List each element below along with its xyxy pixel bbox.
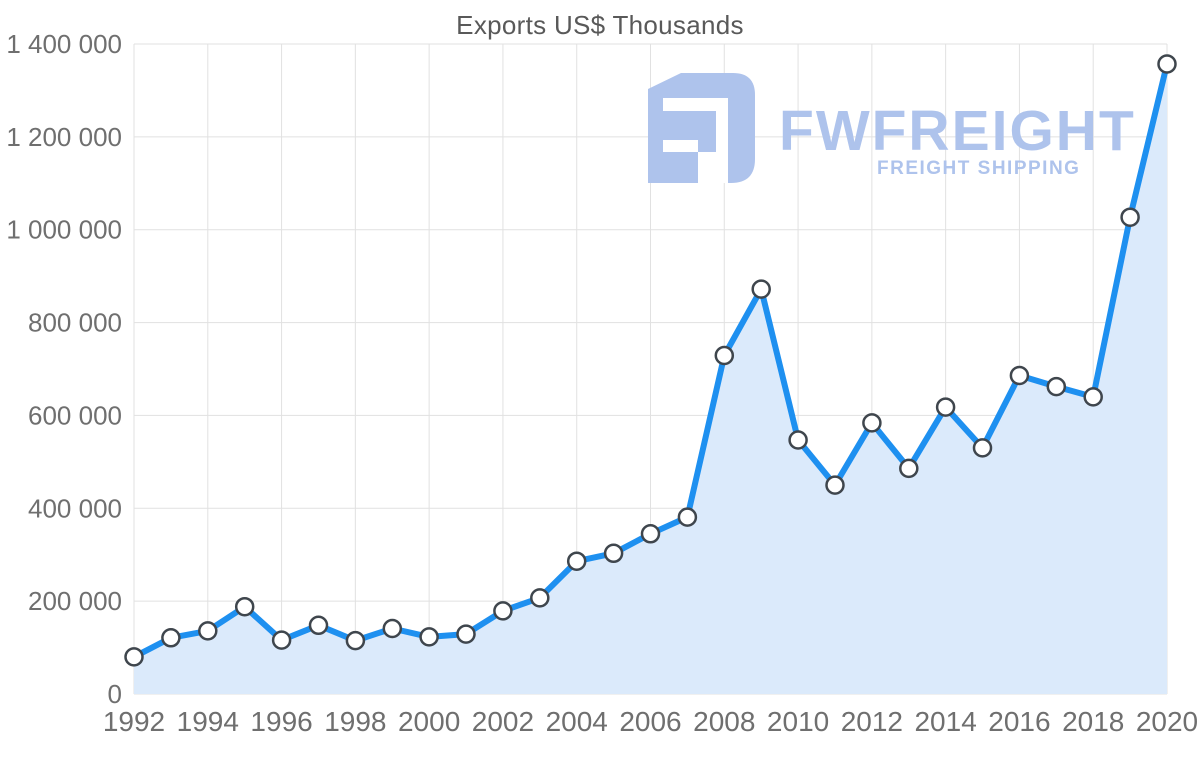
data-point-2010[interactable] [788, 430, 808, 450]
data-point-2009[interactable] [751, 279, 771, 299]
data-point-2020[interactable] [1157, 54, 1177, 74]
x-axis-tick-label-2012: 2012 [841, 706, 903, 737]
data-point-2006[interactable] [640, 524, 661, 544]
x-axis-tick-label-1994: 1994 [177, 706, 239, 737]
x-axis-tick-label-2008: 2008 [693, 706, 755, 737]
y-axis-tick-label-1: 200 000 [28, 586, 122, 616]
data-point-2004[interactable] [566, 551, 587, 571]
x-axis-tick-label-2014: 2014 [914, 706, 976, 737]
data-point-1997[interactable] [308, 615, 329, 636]
x-axis-tick-label-1996: 1996 [250, 706, 312, 737]
area-fill [134, 64, 1167, 694]
data-point-2019[interactable] [1120, 207, 1140, 227]
data-point-1994[interactable] [198, 621, 218, 641]
data-point-2015[interactable] [972, 438, 993, 458]
data-point-1996[interactable] [271, 630, 292, 650]
x-axis-tick-label-2006: 2006 [619, 706, 681, 737]
y-axis-tick-label-6: 1 200 000 [6, 122, 122, 152]
data-point-2016[interactable] [1009, 365, 1030, 386]
data-point-2005[interactable] [603, 543, 624, 564]
data-point-2001[interactable] [456, 624, 476, 644]
x-axis-tick-label-1998: 1998 [324, 706, 386, 737]
x-axis-tick-label-1992: 1992 [103, 706, 165, 737]
y-axis-tick-label-7: 1 400 000 [6, 29, 122, 59]
y-axis-tick-label-4: 800 000 [28, 308, 122, 338]
x-axis-tick-label-2002: 2002 [472, 706, 534, 737]
x-axis-tick-label-2000: 2000 [398, 706, 460, 737]
x-axis-tick-label-2018: 2018 [1062, 706, 1124, 737]
data-point-2000[interactable] [419, 627, 439, 647]
data-point-2013[interactable] [899, 458, 919, 479]
data-point-1995[interactable] [234, 596, 255, 617]
y-axis-tick-label-5: 1 000 000 [6, 215, 122, 245]
data-point-2014[interactable] [935, 397, 956, 417]
chart-title: Exports US$ Thousands [456, 10, 744, 40]
data-points [124, 54, 1177, 667]
data-point-2012[interactable] [862, 413, 882, 433]
y-axis-tick-label-2: 400 000 [28, 493, 122, 523]
y-axis-tick-label-0: 0 [108, 679, 122, 709]
watermark-tagline-text: FREIGHT SHIPPING [877, 158, 1080, 179]
x-axis-tick-label-2004: 2004 [546, 706, 608, 737]
data-point-2003[interactable] [530, 588, 550, 608]
data-point-1999[interactable] [382, 618, 403, 639]
data-point-2008[interactable] [714, 345, 735, 366]
axis-labels: 0 200 000 400 000 600 000 800 000 1 000 000 1 … [6, 29, 1198, 737]
y-axis-tick-label-3: 600 000 [28, 400, 122, 430]
data-point-2007[interactable] [677, 507, 698, 527]
x-axis-tick-label-2010: 2010 [767, 706, 829, 737]
data-point-1998[interactable] [345, 630, 366, 651]
data-point-1993[interactable] [161, 628, 181, 648]
x-axis-tick-label-2020: 2020 [1136, 706, 1198, 737]
data-point-2018[interactable] [1083, 387, 1103, 407]
x-axis-tick-label-2016: 2016 [988, 706, 1050, 737]
fwfreight-logo-icon [648, 73, 755, 183]
data-point-2011[interactable] [825, 475, 845, 495]
watermark-brand-text: FWFREIGHT [779, 99, 1136, 163]
data-point-2017[interactable] [1046, 376, 1067, 397]
data-point-2002[interactable] [493, 601, 513, 621]
data-point-1992[interactable] [124, 647, 144, 667]
